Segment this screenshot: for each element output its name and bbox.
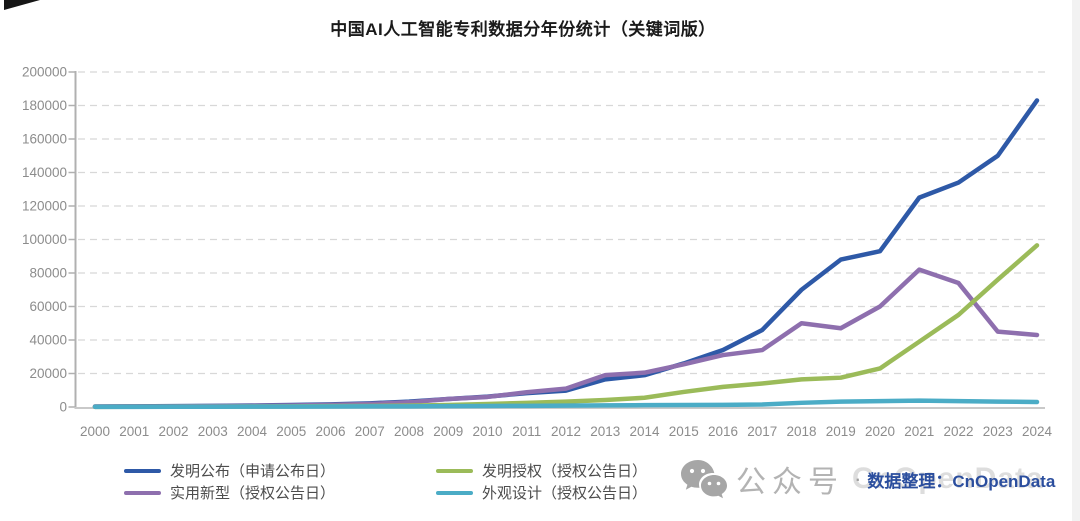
y-tick-labels: 0 20000 40000 60000 80000 100000 120000 140000 1… (22, 65, 67, 415)
svg-text:80000: 80000 (29, 266, 67, 281)
svg-text:2004: 2004 (237, 424, 268, 439)
series-line-1 (92, 243, 1040, 410)
svg-text:2017: 2017 (747, 424, 777, 439)
svg-text:2020: 2020 (865, 424, 895, 439)
svg-text:2023: 2023 (983, 424, 1013, 439)
legend-item-invention-grant: 发明授权（授权公告日） (436, 461, 748, 480)
legend-label: 实用新型（授权公告日） (170, 485, 336, 502)
svg-text:60000: 60000 (29, 299, 67, 314)
legend-swatch-invention-publication (124, 468, 161, 473)
svg-text:2014: 2014 (629, 424, 660, 439)
svg-text:2024: 2024 (1022, 424, 1053, 439)
ghost-watermark-text: CnOpenData (852, 462, 1044, 495)
svg-text:100000: 100000 (22, 232, 67, 247)
svg-text:180000: 180000 (22, 98, 67, 113)
wechat-icon (681, 460, 727, 499)
data-credit: 数据整理：CnOpenData (867, 471, 1056, 491)
svg-text:2011: 2011 (512, 424, 541, 439)
svg-text:2003: 2003 (198, 424, 228, 439)
legend-swatch-design (436, 490, 473, 495)
chart-legend: 发明公布（申请公布日） 发明授权（授权公告日） 实用新型（授权公告日） 外观设计… (124, 461, 748, 502)
page-edge-strip (1072, 0, 1080, 521)
series-line-2 (92, 267, 1040, 409)
svg-text:0: 0 (59, 400, 67, 415)
x-tick-labels: 2000 2001 2002 2003 2004 2005 2006 2007 2008 2009… (80, 424, 1053, 439)
svg-text:2010: 2010 (472, 424, 502, 439)
legend-item-invention-publication: 发明公布（申请公布日） (124, 461, 436, 480)
series-line-3 (92, 398, 1040, 410)
svg-text:2022: 2022 (943, 424, 973, 439)
legend-label: 发明公布（申请公布日） (170, 463, 336, 480)
legend-label: 发明授权（授权公告日） (482, 463, 648, 480)
separator-dot: · (854, 466, 862, 491)
legend-swatch-invention-grant (436, 468, 473, 473)
corner-artifact (4, 0, 40, 10)
chart-title: 中国AI人工智能专利数据分年份统计（关键词版） (330, 20, 716, 39)
svg-text:2005: 2005 (276, 424, 306, 439)
svg-text:2016: 2016 (708, 424, 738, 439)
legend-label: 外观设计（授权公告日） (482, 485, 648, 502)
watermark: CnOpenData 公众号 · 数据整理：CnOpenData (680, 452, 1080, 506)
svg-text:2007: 2007 (355, 424, 385, 439)
svg-text:2018: 2018 (786, 424, 816, 439)
svg-text:2012: 2012 (551, 424, 581, 439)
svg-text:2019: 2019 (826, 424, 856, 439)
svg-text:2002: 2002 (158, 424, 188, 439)
svg-text:40000: 40000 (29, 333, 67, 348)
svg-text:120000: 120000 (22, 199, 67, 214)
svg-text:160000: 160000 (22, 132, 67, 147)
line-chart: 0 20000 40000 60000 80000 100000 120000 140000 1… (22, 65, 1053, 440)
svg-text:2000: 2000 (80, 424, 110, 439)
series-line-0 (92, 98, 1040, 409)
svg-text:2021: 2021 (904, 424, 934, 439)
svg-text:2013: 2013 (590, 424, 620, 439)
svg-text:2009: 2009 (433, 424, 463, 439)
wechat-account-label: 公众号 (736, 466, 844, 499)
legend-swatch-utility-model (124, 490, 161, 495)
svg-text:140000: 140000 (22, 165, 67, 180)
svg-text:20000: 20000 (29, 366, 67, 381)
svg-text:2015: 2015 (669, 424, 699, 439)
legend-item-utility-model: 实用新型（授权公告日） (124, 483, 436, 502)
svg-text:2008: 2008 (394, 424, 424, 439)
legend-item-design: 外观设计（授权公告日） (436, 483, 748, 502)
svg-text:200000: 200000 (22, 65, 67, 80)
svg-text:2001: 2001 (119, 424, 149, 439)
y-gridlines (78, 71, 1045, 375)
svg-text:2006: 2006 (315, 424, 345, 439)
